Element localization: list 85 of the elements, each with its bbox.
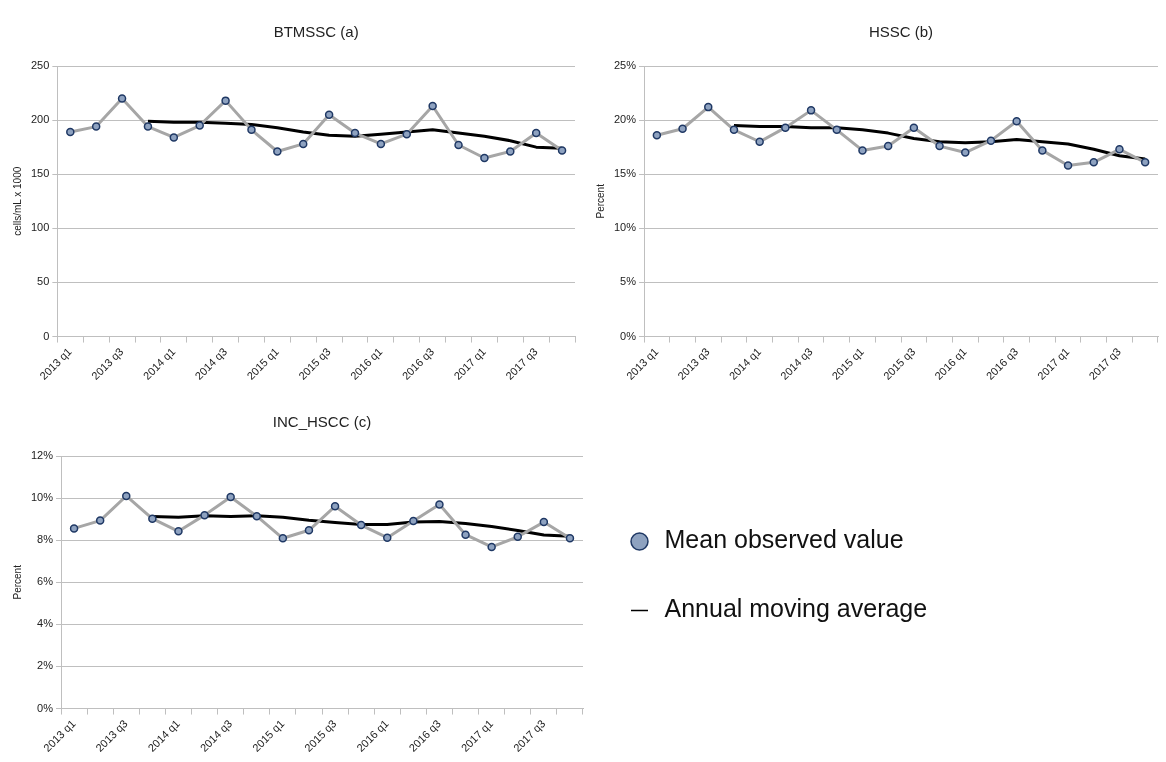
point <box>704 102 713 112</box>
point <box>200 510 209 520</box>
point <box>513 532 522 542</box>
point <box>755 137 764 146</box>
point <box>69 524 79 533</box>
point <box>935 141 944 151</box>
point <box>226 492 235 502</box>
y-tick-label: 10% <box>613 221 637 234</box>
point <box>435 500 444 509</box>
y-tick-label: 15% <box>613 167 637 180</box>
point <box>461 530 470 539</box>
y-tick-label: 0% <box>37 701 54 714</box>
point <box>117 94 127 103</box>
point <box>91 122 101 131</box>
point <box>909 123 919 132</box>
point <box>961 148 970 157</box>
y-axis-title: Percent <box>11 564 23 600</box>
chart-title: BTMSSC (a) <box>273 23 359 41</box>
point <box>330 502 340 511</box>
point <box>304 526 314 535</box>
chart-title: INC_HSCC (c) <box>272 413 372 431</box>
y-tick-label: 12% <box>30 449 54 462</box>
y-tick-label: 5% <box>620 275 637 288</box>
y-tick-label: 200 <box>30 113 50 126</box>
point <box>986 136 996 145</box>
point <box>1063 161 1073 170</box>
chart-title: HSSC (b) <box>868 23 934 41</box>
point <box>806 106 816 115</box>
point <box>350 128 360 138</box>
point <box>1089 158 1098 167</box>
point <box>454 140 463 150</box>
y-tick-label: 2% <box>37 659 54 672</box>
point <box>195 121 204 130</box>
point <box>273 147 282 156</box>
y-tick-label: 250 <box>30 59 50 72</box>
point <box>143 122 153 131</box>
point <box>1115 145 1124 154</box>
point <box>324 110 334 119</box>
point <box>148 514 157 523</box>
y-tick-label: 10% <box>30 491 54 504</box>
point <box>66 127 75 137</box>
point <box>298 139 308 149</box>
point <box>95 516 105 525</box>
point <box>858 146 867 155</box>
point <box>480 153 489 163</box>
y-tick-label: 6% <box>37 575 54 588</box>
y-tick-label: 8% <box>37 533 54 546</box>
y-tick-label: 150 <box>30 167 50 180</box>
point <box>506 147 515 156</box>
point <box>383 533 392 542</box>
point <box>1038 146 1047 155</box>
point <box>402 129 412 139</box>
point <box>557 146 567 155</box>
point <box>278 534 288 543</box>
point <box>531 128 541 138</box>
point <box>781 123 790 132</box>
point <box>832 125 842 135</box>
point <box>376 139 386 149</box>
point <box>409 516 418 526</box>
legend-label: Mean observed value <box>664 525 904 554</box>
y-axis-title: Percent <box>594 183 606 219</box>
point <box>565 534 575 543</box>
point <box>652 131 662 140</box>
y-tick-label: 50 <box>37 275 50 288</box>
y-tick-label: 20% <box>613 113 637 126</box>
point <box>169 133 179 142</box>
point <box>221 96 230 105</box>
point <box>428 101 437 111</box>
y-tick-label: 25% <box>613 59 637 72</box>
point <box>247 125 256 135</box>
y-tick-label: 100 <box>30 221 50 234</box>
y-tick-label: 0% <box>620 329 637 342</box>
y-tick-label: 4% <box>37 617 54 630</box>
point <box>1012 116 1021 126</box>
point <box>539 517 549 527</box>
point <box>883 141 893 151</box>
point <box>678 124 687 134</box>
point <box>487 542 496 552</box>
point <box>122 491 131 501</box>
legend-label: Annual moving average <box>664 594 928 623</box>
y-tick-label: 0 <box>43 329 50 342</box>
y-axis-title: cells/mL x 1000 <box>11 166 23 236</box>
point <box>729 125 739 135</box>
point <box>174 527 183 536</box>
point <box>1140 158 1150 167</box>
